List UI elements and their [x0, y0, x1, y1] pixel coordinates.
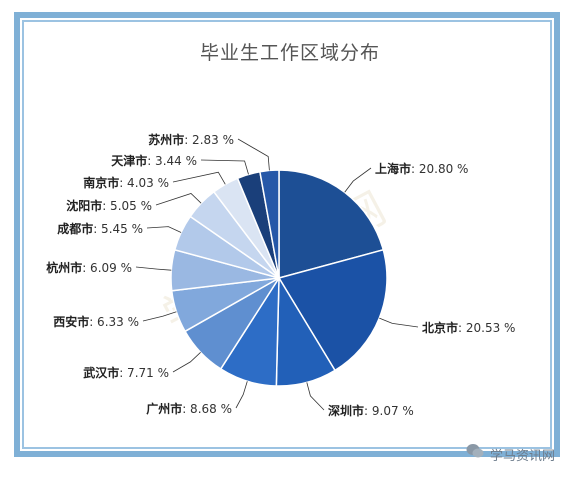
leader-line	[146, 226, 182, 233]
slice-label-value: : 5.05 %	[102, 199, 152, 213]
slice-label-city: 西安市	[53, 314, 89, 329]
slice-label: 上海市: 20.80 %	[375, 161, 468, 176]
leader-line	[135, 266, 172, 271]
leader-line	[155, 193, 202, 206]
slice-label-value: : 5.45 %	[93, 222, 143, 236]
chart-title: 毕业生工作区域分布	[199, 42, 380, 64]
leader-line	[172, 171, 226, 185]
leader-line	[142, 311, 177, 322]
slice-label: 广州市: 8.68 %	[146, 401, 232, 416]
slice-label-value: : 4.03 %	[119, 176, 169, 190]
slice-label-city: 北京市	[422, 320, 458, 335]
leader-line	[379, 317, 419, 328]
slice-label-city: 天津市	[111, 153, 147, 168]
chart-inner-frame	[22, 20, 552, 449]
slice-label-value: : 2.83 %	[184, 133, 234, 147]
slice-label-city: 杭州市	[46, 260, 82, 275]
slice-label-city: 苏州市	[148, 132, 184, 147]
leader-line	[172, 352, 201, 373]
slice-label: 苏州市: 2.83 %	[148, 132, 234, 147]
slice-label-value: : 6.33 %	[89, 315, 139, 329]
slice-label-city: 武汉市	[83, 365, 119, 380]
leader-line	[237, 138, 270, 171]
slice-label-value: : 7.71 %	[119, 366, 169, 380]
slice-label-value: : 6.09 %	[82, 261, 132, 275]
slice-label-value: : 20.53 %	[458, 321, 515, 335]
slice-label: 成都市: 5.45 %	[57, 221, 143, 236]
slice-label-value: : 8.68 %	[182, 402, 232, 416]
slice-label: 深圳市: 9.07 %	[328, 403, 414, 418]
pie-slice	[259, 169, 280, 279]
slice-label-value: : 20.80 %	[411, 162, 468, 176]
slice-label: 西安市: 6.33 %	[53, 314, 139, 329]
slice-label-city: 广州市	[146, 401, 182, 416]
slice-label-city: 深圳市	[328, 403, 364, 418]
leader-line	[200, 159, 249, 175]
pie-slice	[277, 248, 388, 372]
slice-label-city: 沈阳市	[66, 198, 102, 213]
pie-slice	[278, 169, 385, 279]
slice-label-city: 上海市	[375, 161, 411, 176]
slice-label-value: : 9.07 %	[364, 404, 414, 418]
slice-label: 南京市: 4.03 %	[83, 175, 169, 190]
slice-label-city: 成都市	[57, 221, 93, 236]
wechat-icon	[466, 444, 484, 458]
slice-label: 北京市: 20.53 %	[422, 320, 515, 335]
leader-line	[344, 167, 372, 193]
slice-label: 武汉市: 7.71 %	[83, 365, 169, 380]
slice-label-value: : 3.44 %	[147, 154, 197, 168]
slice-label: 沈阳市: 5.05 %	[66, 198, 152, 213]
leader-line	[235, 381, 248, 409]
leader-line	[306, 382, 325, 411]
watermark-text: 学马资讯网	[490, 449, 556, 464]
slice-label: 天津市: 3.44 %	[111, 153, 197, 168]
slice-label: 杭州市: 6.09 %	[46, 260, 132, 275]
slice-label-city: 南京市	[83, 175, 119, 190]
